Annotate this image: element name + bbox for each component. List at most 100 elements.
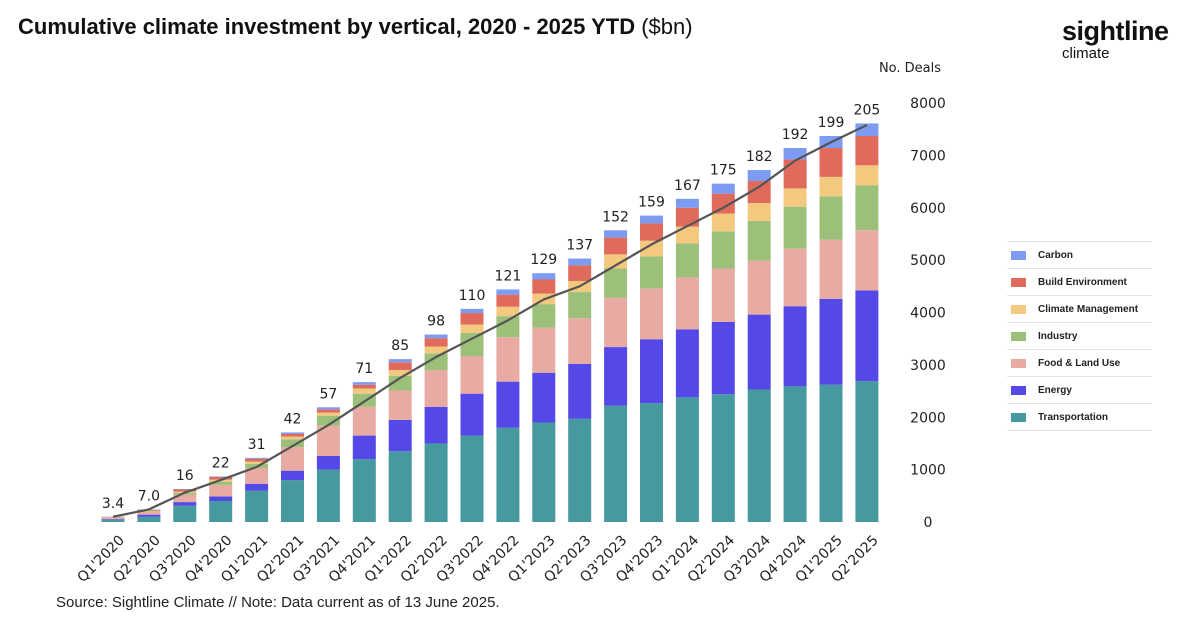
bar-segment bbox=[640, 256, 663, 289]
bar-segment bbox=[424, 334, 448, 339]
bar-segment bbox=[568, 318, 592, 364]
bar-segment bbox=[173, 494, 197, 503]
bar-segment bbox=[316, 407, 340, 410]
bar-segment bbox=[819, 176, 843, 197]
bar-segment bbox=[245, 468, 269, 484]
legend-item: Energy bbox=[1007, 376, 1152, 403]
deal-count-label: 57 bbox=[319, 386, 337, 402]
y-tick-label: 1000 bbox=[910, 463, 946, 479]
bar-segment bbox=[209, 496, 233, 502]
bar-segment bbox=[460, 332, 484, 356]
bar-segment bbox=[460, 355, 484, 394]
bar-segment bbox=[711, 321, 735, 395]
bar-segment bbox=[316, 469, 340, 522]
bar-segment bbox=[604, 254, 628, 269]
bar-segment bbox=[137, 512, 161, 515]
bar-segment bbox=[604, 237, 628, 255]
bar-segment bbox=[388, 390, 412, 420]
bar-segment bbox=[245, 458, 269, 462]
bar-segment bbox=[640, 240, 663, 257]
bar-segment bbox=[388, 362, 412, 371]
legend-swatch bbox=[1011, 358, 1026, 368]
y-tick-label: 7000 bbox=[910, 148, 946, 164]
legend-swatch bbox=[1011, 412, 1026, 422]
bar-segment bbox=[316, 412, 340, 416]
bar-segment bbox=[675, 207, 699, 227]
bar-segment bbox=[855, 290, 879, 382]
bar-segment bbox=[424, 353, 448, 371]
bar-segment bbox=[388, 375, 412, 391]
bar-segment bbox=[532, 422, 556, 522]
bar-segment bbox=[604, 405, 628, 522]
bar-segment bbox=[101, 518, 125, 520]
legend-item: Build Environment bbox=[1007, 268, 1152, 295]
bar-segment bbox=[640, 339, 663, 404]
deal-count-label: 22 bbox=[212, 455, 230, 471]
brand-subtitle: climate bbox=[1062, 45, 1110, 62]
bar-segment bbox=[532, 304, 556, 328]
deal-count-label: 71 bbox=[355, 361, 373, 377]
chart-title-unit: ($bn) bbox=[641, 14, 693, 39]
bar-segment bbox=[281, 439, 304, 448]
bar-segment bbox=[496, 294, 520, 307]
legend-item: Transportation bbox=[1007, 403, 1152, 431]
bar-segment bbox=[173, 505, 197, 522]
bar-segment bbox=[604, 347, 628, 406]
trend-line bbox=[112, 124, 868, 518]
bar-segment bbox=[711, 394, 735, 522]
legend-swatch bbox=[1011, 277, 1026, 287]
bar-segment bbox=[460, 435, 484, 522]
deal-count-label: 42 bbox=[284, 411, 302, 427]
bar-segment bbox=[855, 185, 879, 231]
bar-segment bbox=[675, 243, 699, 278]
bar-segment bbox=[568, 258, 592, 266]
bar-segment bbox=[245, 483, 269, 491]
bar-segment bbox=[675, 277, 699, 330]
bar-segment bbox=[568, 265, 592, 282]
legend-swatch bbox=[1011, 385, 1026, 395]
bar-segment bbox=[819, 196, 843, 240]
y-tick-label: 4000 bbox=[910, 306, 946, 322]
bar-segment bbox=[209, 481, 233, 485]
legend-label: Climate Management bbox=[1038, 303, 1139, 315]
deal-count-label: 182 bbox=[746, 149, 773, 165]
y-tick-label: 0 bbox=[924, 515, 933, 531]
bar-segment bbox=[173, 489, 197, 490]
bar-segment bbox=[711, 193, 735, 214]
bar-segment bbox=[855, 381, 879, 522]
deal-count-label: 137 bbox=[566, 238, 593, 254]
brand-logo: sightline climate bbox=[1062, 18, 1169, 62]
bar-segment bbox=[783, 188, 807, 207]
bar-segment bbox=[855, 230, 879, 291]
bar-segment bbox=[568, 418, 592, 522]
bar-segment bbox=[783, 248, 807, 307]
bar-segment bbox=[424, 406, 448, 444]
chart-title-text: Cumulative climate investment by vertica… bbox=[18, 14, 636, 39]
bar-segment bbox=[460, 308, 484, 314]
bar-segment bbox=[747, 260, 771, 315]
bar-segment bbox=[424, 338, 448, 347]
legend-item: Industry bbox=[1007, 322, 1152, 349]
chart-title: Cumulative climate investment by vertica… bbox=[18, 14, 693, 40]
bar-segment bbox=[675, 329, 699, 398]
bar-segment bbox=[281, 447, 304, 471]
deal-count-label: 167 bbox=[674, 178, 701, 194]
bar-segment bbox=[388, 370, 412, 376]
bar-segment bbox=[460, 324, 484, 333]
bar-segment bbox=[819, 148, 843, 177]
y-tick-label: 5000 bbox=[910, 253, 946, 269]
bar-segment bbox=[281, 432, 304, 435]
legend-label: Build Environment bbox=[1038, 276, 1127, 288]
bar-segment bbox=[316, 456, 340, 470]
bar-segment bbox=[316, 425, 340, 457]
bar-segment bbox=[137, 511, 161, 513]
bar-segment bbox=[675, 198, 699, 208]
source-note: Source: Sightline Climate // Note: Data … bbox=[56, 594, 500, 611]
y-tick-label: 6000 bbox=[910, 201, 946, 217]
bar-segment bbox=[209, 484, 233, 497]
bar-segment bbox=[460, 313, 484, 325]
bar-segment bbox=[640, 288, 663, 340]
legend-swatch bbox=[1011, 331, 1026, 341]
deal-count-label: 199 bbox=[818, 115, 845, 131]
